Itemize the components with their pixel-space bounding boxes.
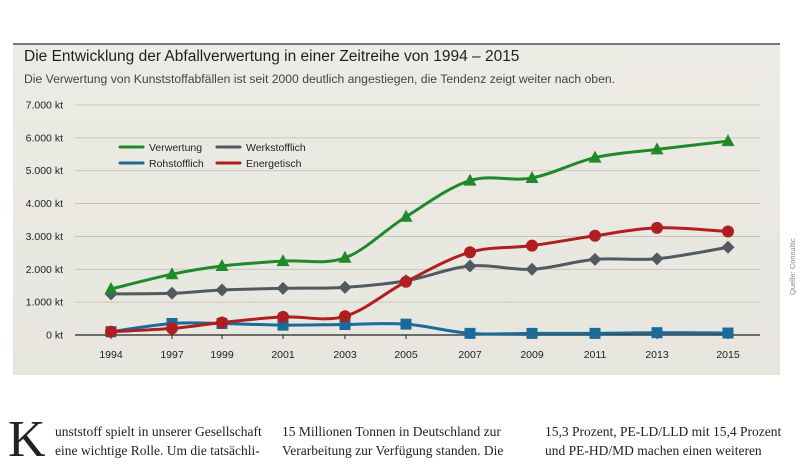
y-axis: 0 kt 1.000 kt 2.000 kt 3.000 kt 4.000 kt 5.00… (26, 100, 63, 342)
data-point-verwertung (588, 150, 602, 163)
x-tick-label: 2009 (520, 349, 544, 361)
chart-panel (13, 43, 780, 375)
y-tick-label: 2.000 kt (26, 264, 63, 276)
data-point-energetisch (526, 239, 538, 252)
drop-cap: K (8, 411, 46, 468)
chart-title: Die Entwicklung der Abfallverwertung in … (24, 48, 520, 65)
data-point-verwertung (104, 282, 118, 294)
data-point-verwertung (338, 250, 352, 263)
data-point-rohstofflich (651, 327, 663, 339)
data-point-energetisch (216, 316, 228, 329)
data-point-verwertung (276, 254, 290, 267)
x-tick-label: 2003 (333, 349, 357, 361)
data-point-rohstofflich (400, 318, 412, 330)
data-point-rohstofflich (339, 318, 351, 330)
x-tick-label: 2015 (716, 349, 740, 361)
data-point-energetisch (464, 246, 476, 259)
y-tick-label: 7.000 kt (26, 100, 63, 112)
y-tick-label: 1.000 kt (26, 297, 63, 309)
chart-subtitle: Die Verwertung von Kunststoffabfällen is… (24, 72, 616, 86)
chart-series (104, 134, 735, 339)
x-tick-label: 2001 (271, 349, 295, 361)
x-tick-label: 2013 (645, 349, 669, 361)
x-tick-label: 2007 (458, 349, 482, 361)
data-point-rohstofflich (722, 327, 734, 339)
data-point-werkstofflich (165, 286, 179, 300)
data-point-verwertung (650, 142, 664, 155)
data-point-verwertung (525, 170, 539, 183)
y-tick-label: 4.000 kt (26, 198, 63, 210)
x-tick-label: 1999 (210, 349, 234, 361)
y-tick-label: 6.000 kt (26, 132, 63, 144)
data-point-werkstofflich (650, 252, 664, 266)
y-tick-label: 3.000 kt (26, 231, 63, 243)
article-column-2: 15 Millionen Tonnen in Deutschland zur V… (282, 422, 532, 460)
legend-label-rohstofflich: Rohstofflich (149, 158, 204, 170)
data-point-rohstofflich (589, 327, 601, 339)
data-point-energetisch (722, 225, 734, 238)
data-point-rohstofflich (526, 327, 538, 339)
article-line: unststoff spielt in unserer Gesellschaft (55, 424, 262, 439)
article-column-3: 15,3 Prozent, PE-LD/LLD mit 15,4 Prozent… (545, 422, 795, 460)
data-point-rohstofflich (277, 319, 289, 331)
data-point-verwertung (399, 209, 413, 222)
data-point-werkstofflich (215, 283, 229, 297)
data-point-werkstofflich (463, 259, 477, 273)
x-tick-label: 2011 (584, 349, 607, 361)
data-point-energetisch (651, 221, 663, 234)
data-point-energetisch (589, 229, 601, 242)
article-line: Verarbeitung zur Verfügung standen. Die (282, 443, 504, 458)
data-point-verwertung (165, 267, 179, 280)
legend-label-energetisch: Energetisch (246, 158, 302, 170)
chart-legend: Verwertung Werkstofflich Rohstofflich Energ… (118, 142, 306, 170)
line-chart: 0 kt 1.000 kt 2.000 kt 3.000 kt 4.000 kt 5.00… (26, 100, 760, 361)
data-point-energetisch (166, 322, 178, 335)
series-line-energetisch (109, 226, 730, 334)
x-tick-label: 1997 (160, 349, 184, 361)
data-point-energetisch (339, 310, 351, 323)
y-tick-label: 5.000 kt (26, 165, 63, 177)
legend-label-verwertung: Verwertung (149, 142, 202, 154)
article-text: K unststoff spielt in unserer Gesellscha… (0, 400, 800, 466)
data-point-energetisch (400, 275, 412, 288)
article-line: 15 Millionen Tonnen in Deutschland zur (282, 424, 501, 439)
data-point-energetisch (105, 325, 117, 338)
data-point-werkstofflich (276, 281, 290, 295)
data-point-werkstofflich (588, 252, 602, 266)
article-column-1: unststoff spielt in unserer Gesellschaft… (55, 422, 305, 460)
data-point-verwertung (721, 134, 735, 147)
data-point-energetisch (277, 310, 289, 323)
x-axis: 1994 1997 1999 2001 2003 2005 2007 2009 2011 2013… (99, 335, 740, 361)
data-point-werkstofflich (338, 280, 352, 294)
data-point-werkstofflich (525, 262, 539, 276)
article-line: und PE-HD/MD machen einen weiteren (545, 443, 762, 458)
y-tick-label: 0 kt (46, 330, 63, 342)
legend-label-werkstofflich: Werkstofflich (246, 142, 306, 154)
chart-top-rule (13, 43, 780, 45)
chart-grid (75, 104, 760, 336)
article-line: eine wichtige Rolle. Um die tatsächli- (55, 443, 260, 458)
data-point-rohstofflich (464, 327, 476, 339)
article-line: 15,3 Prozent, PE-LD/LLD mit 15,4 Prozent (545, 424, 782, 439)
data-point-verwertung (463, 173, 477, 186)
data-point-werkstofflich (721, 240, 735, 254)
series-line-werkstofflich (109, 245, 730, 296)
x-tick-label: 1994 (99, 349, 123, 361)
data-point-verwertung (215, 259, 229, 271)
x-tick-label: 2005 (394, 349, 418, 361)
